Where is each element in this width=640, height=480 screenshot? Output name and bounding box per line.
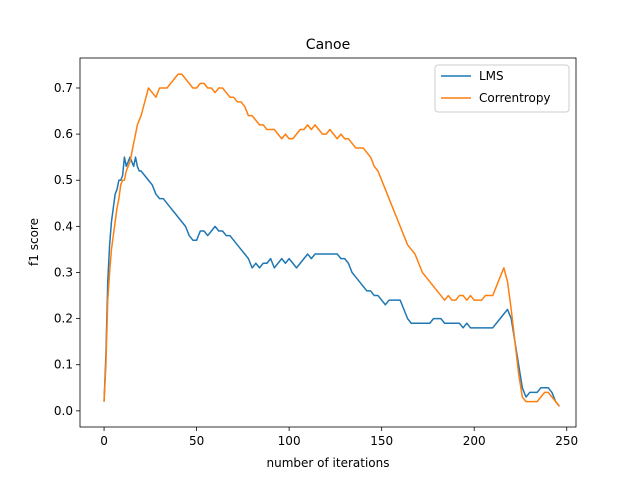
series-line-lms [103, 156, 560, 407]
y-tick-label: 0.6 [54, 127, 73, 141]
x-tick-label: 0 [100, 434, 108, 448]
legend-label-correntropy: Correntropy [479, 91, 551, 105]
y-tick-label: 0.3 [54, 265, 73, 279]
chart-title: Canoe [306, 37, 350, 53]
series-line-correntropy [103, 73, 560, 407]
y-tick-label: 0.1 [54, 358, 73, 372]
x-axis: 0 50 100 150 200 250 [100, 427, 578, 448]
x-tick-label: 150 [370, 434, 393, 448]
x-axis-title: number of iterations [267, 456, 390, 470]
series-layer [103, 73, 560, 407]
y-tick-label: 0.4 [54, 219, 73, 233]
y-tick-label: 0.7 [54, 81, 73, 95]
legend: LMS Correntropy [434, 64, 570, 113]
plot-frame [79, 57, 577, 428]
x-tick-label: 100 [278, 434, 301, 448]
y-tick-label: 0.2 [54, 312, 73, 326]
x-tick-label: 200 [463, 434, 486, 448]
x-tick-label: 50 [189, 434, 204, 448]
legend-label-lms: LMS [479, 69, 504, 83]
x-tick-label: 250 [555, 434, 578, 448]
y-axis-title: f1 score [27, 218, 41, 266]
y-axis: 0.0 0.1 0.2 0.3 0.4 0.5 0.6 0.7 [54, 81, 80, 418]
y-tick-label: 0.5 [54, 173, 73, 187]
y-tick-label: 0.0 [54, 404, 73, 418]
